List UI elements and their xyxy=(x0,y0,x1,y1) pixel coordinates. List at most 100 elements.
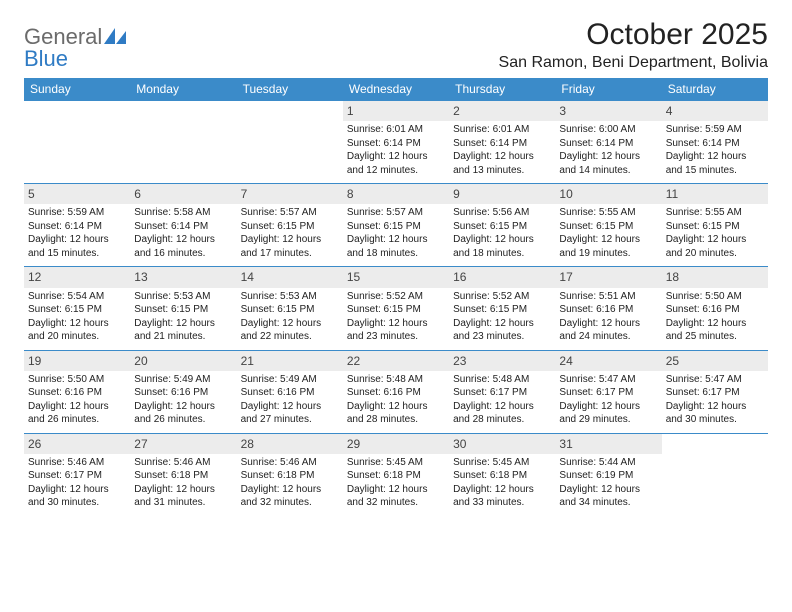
weekday-header: Monday xyxy=(130,78,236,101)
sunrise-text: Sunrise: 5:44 AM xyxy=(559,456,657,470)
day-number: 5 xyxy=(24,184,130,204)
weekday-header: Thursday xyxy=(449,78,555,101)
daylight-text: Daylight: 12 hours and 18 minutes. xyxy=(453,233,551,260)
sunrise-text: Sunrise: 5:53 AM xyxy=(241,290,339,304)
day-cell xyxy=(24,101,130,184)
sunrise-text: Sunrise: 5:54 AM xyxy=(28,290,126,304)
daylight-text: Daylight: 12 hours and 17 minutes. xyxy=(241,233,339,260)
daylight-text: Daylight: 12 hours and 33 minutes. xyxy=(453,483,551,510)
day-cell: 9 Sunrise: 5:56 AMSunset: 6:15 PMDaylight… xyxy=(449,184,555,267)
day-number: 15 xyxy=(343,267,449,287)
daylight-text: Daylight: 12 hours and 26 minutes. xyxy=(134,400,232,427)
daylight-text: Daylight: 12 hours and 27 minutes. xyxy=(241,400,339,427)
day-cell: 11Sunrise: 5:55 AMSunset: 6:15 PMDayligh… xyxy=(662,184,768,267)
day-cell: 22Sunrise: 5:48 AMSunset: 6:16 PMDayligh… xyxy=(343,350,449,433)
day-number: 2 xyxy=(449,101,555,121)
day-number: 21 xyxy=(237,351,343,371)
daylight-text: Daylight: 12 hours and 15 minutes. xyxy=(666,150,764,177)
calendar-body: 1Sunrise: 6:01 AMSunset: 6:14 PMDaylight… xyxy=(24,101,768,516)
sunrise-text: Sunrise: 5:46 AM xyxy=(241,456,339,470)
daylight-text: Daylight: 12 hours and 30 minutes. xyxy=(28,483,126,510)
day-number: 22 xyxy=(343,351,449,371)
weekday-header: Wednesday xyxy=(343,78,449,101)
day-cell: 3Sunrise: 6:00 AMSunset: 6:14 PMDaylight… xyxy=(555,101,661,184)
sunrise-text: Sunrise: 5:46 AM xyxy=(28,456,126,470)
sunrise-text: Sunrise: 5:55 AM xyxy=(666,206,764,220)
sunrise-text: Sunrise: 5:57 AM xyxy=(347,206,445,220)
sunrise-text: Sunrise: 5:47 AM xyxy=(559,373,657,387)
weekday-header: Tuesday xyxy=(237,78,343,101)
day-number: 29 xyxy=(343,434,449,454)
day-cell xyxy=(237,101,343,184)
day-cell: 2Sunrise: 6:01 AMSunset: 6:14 PMDaylight… xyxy=(449,101,555,184)
sunset-text: Sunset: 6:18 PM xyxy=(134,469,232,483)
day-number: 11 xyxy=(662,184,768,204)
day-number: 23 xyxy=(449,351,555,371)
sunset-text: Sunset: 6:14 PM xyxy=(28,220,126,234)
daylight-text: Daylight: 12 hours and 30 minutes. xyxy=(666,400,764,427)
sunset-text: Sunset: 6:14 PM xyxy=(347,137,445,151)
sunrise-text: Sunrise: 5:53 AM xyxy=(134,290,232,304)
weekday-header: Saturday xyxy=(662,78,768,101)
sunset-text: Sunset: 6:14 PM xyxy=(134,220,232,234)
sunrise-text: Sunrise: 5:49 AM xyxy=(241,373,339,387)
weekday-header: Sunday xyxy=(24,78,130,101)
week-row: 19Sunrise: 5:50 AMSunset: 6:16 PMDayligh… xyxy=(24,350,768,433)
month-title: October 2025 xyxy=(499,18,768,52)
sunrise-text: Sunrise: 5:56 AM xyxy=(453,206,551,220)
day-number: 8 xyxy=(343,184,449,204)
sunrise-text: Sunrise: 6:00 AM xyxy=(559,123,657,137)
daylight-text: Daylight: 12 hours and 13 minutes. xyxy=(453,150,551,177)
day-cell: 10Sunrise: 5:55 AMSunset: 6:15 PMDayligh… xyxy=(555,184,661,267)
day-number: 31 xyxy=(555,434,661,454)
sunrise-text: Sunrise: 5:58 AM xyxy=(134,206,232,220)
day-cell: 30Sunrise: 5:45 AMSunset: 6:18 PMDayligh… xyxy=(449,433,555,516)
day-number: 9 xyxy=(449,184,555,204)
daylight-text: Daylight: 12 hours and 20 minutes. xyxy=(666,233,764,260)
sunset-text: Sunset: 6:15 PM xyxy=(347,303,445,317)
day-cell: 15Sunrise: 5:52 AMSunset: 6:15 PMDayligh… xyxy=(343,267,449,350)
day-cell: 16Sunrise: 5:52 AMSunset: 6:15 PMDayligh… xyxy=(449,267,555,350)
sunrise-text: Sunrise: 5:49 AM xyxy=(134,373,232,387)
sunrise-text: Sunrise: 5:59 AM xyxy=(666,123,764,137)
sunset-text: Sunset: 6:15 PM xyxy=(453,220,551,234)
day-cell xyxy=(662,433,768,516)
daylight-text: Daylight: 12 hours and 23 minutes. xyxy=(453,317,551,344)
sunset-text: Sunset: 6:14 PM xyxy=(559,137,657,151)
sunrise-text: Sunrise: 5:52 AM xyxy=(347,290,445,304)
daylight-text: Daylight: 12 hours and 22 minutes. xyxy=(241,317,339,344)
sunrise-text: Sunrise: 5:59 AM xyxy=(28,206,126,220)
page-header: GeneralBlue October 2025 San Ramon, Beni… xyxy=(24,18,768,72)
title-block: October 2025 San Ramon, Beni Department,… xyxy=(499,18,768,72)
day-cell: 20Sunrise: 5:49 AMSunset: 6:16 PMDayligh… xyxy=(130,350,236,433)
daylight-text: Daylight: 12 hours and 15 minutes. xyxy=(28,233,126,260)
sunset-text: Sunset: 6:16 PM xyxy=(134,386,232,400)
day-number: 30 xyxy=(449,434,555,454)
day-cell: 8Sunrise: 5:57 AMSunset: 6:15 PMDaylight… xyxy=(343,184,449,267)
daylight-text: Daylight: 12 hours and 14 minutes. xyxy=(559,150,657,177)
day-cell: 29Sunrise: 5:45 AMSunset: 6:18 PMDayligh… xyxy=(343,433,449,516)
logo-sail-icon xyxy=(104,26,126,48)
day-number: 7 xyxy=(237,184,343,204)
day-number: 16 xyxy=(449,267,555,287)
location-text: San Ramon, Beni Department, Bolivia xyxy=(499,54,768,72)
sunset-text: Sunset: 6:17 PM xyxy=(666,386,764,400)
daylight-text: Daylight: 12 hours and 19 minutes. xyxy=(559,233,657,260)
day-cell: 31Sunrise: 5:44 AMSunset: 6:19 PMDayligh… xyxy=(555,433,661,516)
day-cell: 14Sunrise: 5:53 AMSunset: 6:15 PMDayligh… xyxy=(237,267,343,350)
sunset-text: Sunset: 6:16 PM xyxy=(559,303,657,317)
daylight-text: Daylight: 12 hours and 32 minutes. xyxy=(347,483,445,510)
daylight-text: Daylight: 12 hours and 34 minutes. xyxy=(559,483,657,510)
sunrise-text: Sunrise: 5:48 AM xyxy=(347,373,445,387)
sunset-text: Sunset: 6:18 PM xyxy=(241,469,339,483)
day-number: 28 xyxy=(237,434,343,454)
sunset-text: Sunset: 6:15 PM xyxy=(559,220,657,234)
day-number: 19 xyxy=(24,351,130,371)
day-cell: 4Sunrise: 5:59 AMSunset: 6:14 PMDaylight… xyxy=(662,101,768,184)
day-cell: 17Sunrise: 5:51 AMSunset: 6:16 PMDayligh… xyxy=(555,267,661,350)
day-number: 12 xyxy=(24,267,130,287)
day-number: 27 xyxy=(130,434,236,454)
day-number: 24 xyxy=(555,351,661,371)
week-row: 1Sunrise: 6:01 AMSunset: 6:14 PMDaylight… xyxy=(24,101,768,184)
sunset-text: Sunset: 6:17 PM xyxy=(28,469,126,483)
